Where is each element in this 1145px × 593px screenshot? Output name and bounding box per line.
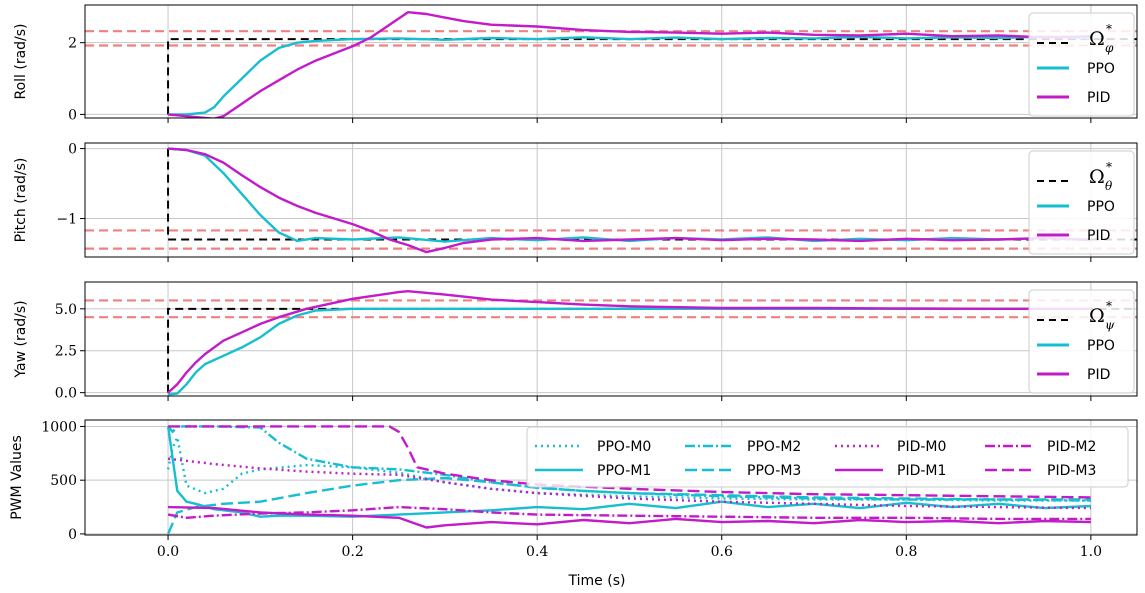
y-tick-label: 0.0 [55, 386, 77, 402]
x-tick-label: 1.0 [1080, 544, 1102, 560]
series-line-pid-m3 [168, 425, 1091, 499]
series-line-ppo [168, 147, 1091, 243]
y-tick-label: 2.5 [55, 344, 77, 360]
legend-subscript: θ [1105, 179, 1113, 193]
legend-label-pid: PID [1087, 367, 1110, 383]
legend-superscript: * [1106, 22, 1112, 36]
series-line-pid [168, 147, 1091, 254]
plot-area [85, 290, 1137, 396]
y-tick-label: 5.0 [55, 302, 77, 318]
y-axis-label: Pitch (rad/s) [13, 158, 29, 243]
series-line-pid [167, 10, 1091, 118]
legend: Ω * ψ PPO PID [1028, 289, 1135, 394]
y-axis-label: Roll (rad/s) [13, 23, 29, 99]
legend-label-pid-m2: PID-M2 [1047, 439, 1096, 455]
y-tick-label: 2 [68, 36, 77, 52]
legend-box [1028, 12, 1135, 117]
x-tick-label: 0.0 [157, 544, 179, 560]
y-tick-label: 500 [50, 473, 77, 489]
legend-label-ppo: PPO [1087, 338, 1115, 354]
y-tick-label: −1 [56, 212, 77, 228]
y-axis-label: Yaw (rad/s) [13, 300, 29, 378]
y-tick-label: 0 [68, 107, 77, 123]
x-axis-label: Time (s) [568, 573, 626, 589]
legend-label-pid-m1: PID-M1 [897, 463, 946, 479]
y-tick-label: 0 [68, 142, 77, 158]
legend-box [526, 426, 1129, 488]
axes-frame [84, 4, 1138, 119]
plot-area [85, 10, 1137, 118]
axes-frame [84, 419, 1138, 536]
legend-label-reference: Ω [1089, 28, 1105, 50]
legend-subscript: φ [1105, 41, 1114, 55]
x-tick-label: 0.6 [711, 544, 733, 560]
legend-label-ppo-m2: PPO-M2 [747, 439, 801, 455]
legend-label-pid: PID [1087, 90, 1110, 106]
legend-superscript: * [1106, 299, 1112, 313]
series-line-pid-m0 [167, 457, 1091, 510]
series-line-pid-m2 [167, 505, 1091, 521]
reference-line [167, 38, 1137, 115]
series-line-ppo-m3 [166, 476, 1091, 535]
reference-line [167, 148, 1137, 241]
legend: Ω * φ PPO PID [1028, 12, 1135, 117]
x-axis-ticks: 0.0 0.2 0.4 0.6 0.8 1.0 [157, 544, 1102, 560]
subplot-roll: 0 2 Roll (rad/s) Ω * φ PPO PID [13, 4, 1138, 123]
plot-area [85, 147, 1137, 254]
legend-label-reference: Ω [1089, 305, 1105, 327]
legend-label-ppo: PPO [1087, 199, 1115, 215]
x-tick-label: 0.2 [341, 544, 363, 560]
legend-label-pid-m3: PID-M3 [1047, 463, 1096, 479]
x-tick-label: 0.8 [895, 544, 917, 560]
legend-label-pid: PID [1087, 228, 1110, 244]
legend-label-ppo-m0: PPO-M0 [597, 439, 651, 455]
series-line-pid [167, 290, 1091, 394]
legend-label-ppo: PPO [1087, 61, 1115, 77]
legend-subscript: ψ [1105, 318, 1115, 332]
plot-area [166, 425, 1091, 535]
legend: Ω * θ PPO PID [1028, 150, 1135, 255]
series-line-pid-m1 [168, 505, 1091, 529]
legend-superscript: * [1106, 160, 1112, 174]
legend-box [1028, 150, 1135, 255]
series-line-ppo-m1 [166, 426, 1091, 518]
legend: PPO-M0 PPO-M1 PPO-M2 PPO-M3 PID-M0 PID-M1 PID-… [526, 426, 1129, 488]
axes-frame [84, 142, 1138, 258]
subplot-yaw: 0.0 2.5 5.0 Yaw (rad/s) Ω * ψ PPO PID [13, 281, 1138, 402]
legend-label-pid-m0: PID-M0 [897, 439, 946, 455]
subplot-pitch: 0 −1 Pitch (rad/s) Ω * θ PPO PID [13, 142, 1138, 262]
axes-frame [84, 281, 1138, 397]
series-line-ppo [168, 35, 1091, 116]
y-tick-label: 1000 [41, 419, 77, 435]
x-tick-label: 0.4 [526, 544, 548, 560]
legend-label-ppo-m1: PPO-M1 [597, 463, 651, 479]
legend-box [1028, 289, 1135, 394]
legend-label-reference: Ω [1089, 166, 1105, 188]
series-line-ppo [167, 307, 1091, 396]
legend-label-ppo-m3: PPO-M3 [747, 463, 801, 479]
y-axis-label: PWM Values [9, 435, 25, 520]
y-tick-label: 0 [68, 527, 77, 543]
